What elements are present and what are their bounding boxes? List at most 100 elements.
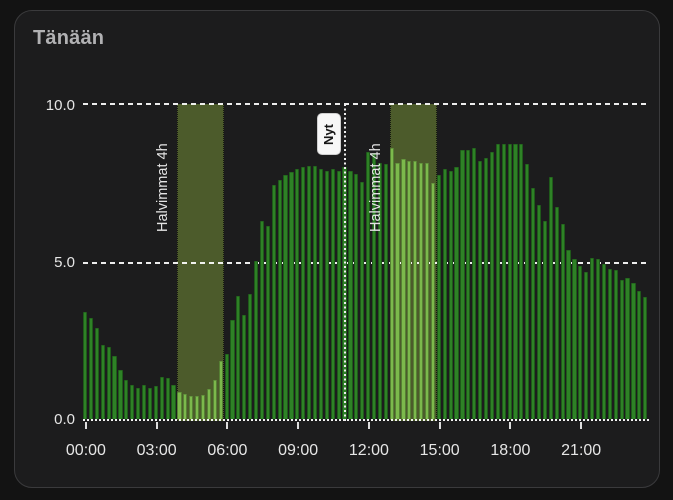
price-bar[interactable] <box>336 170 341 419</box>
price-bar[interactable] <box>307 165 312 419</box>
price-bar[interactable] <box>448 170 453 419</box>
price-bar[interactable] <box>619 279 624 419</box>
price-bar[interactable] <box>283 175 288 419</box>
price-bar[interactable] <box>601 264 607 419</box>
price-bar[interactable] <box>206 389 211 419</box>
price-bar[interactable] <box>183 394 188 419</box>
price-bar[interactable] <box>153 386 158 419</box>
price-bar[interactable] <box>643 297 648 419</box>
price-bar[interactable] <box>472 148 477 419</box>
price-bar[interactable] <box>413 161 418 419</box>
price-bar[interactable] <box>271 184 276 419</box>
price-bar[interactable] <box>572 259 577 419</box>
price-bar[interactable] <box>430 183 436 419</box>
price-bar[interactable] <box>489 151 494 419</box>
price-bar[interactable] <box>478 161 483 419</box>
price-bar[interactable] <box>625 278 630 419</box>
price-bar[interactable] <box>253 260 259 419</box>
price-bar[interactable] <box>165 378 170 419</box>
price-bar[interactable] <box>354 173 359 419</box>
price-bar[interactable] <box>130 384 135 419</box>
price-bar[interactable] <box>554 207 559 419</box>
price-bar[interactable] <box>436 175 441 419</box>
price-bar[interactable] <box>289 172 294 419</box>
price-bar[interactable] <box>277 180 282 419</box>
price-bar[interactable] <box>171 384 176 419</box>
price-bar[interactable] <box>348 170 353 419</box>
price-bar[interactable] <box>218 360 223 419</box>
price-bar[interactable] <box>265 226 270 419</box>
price-bar[interactable] <box>507 143 512 419</box>
price-bar[interactable] <box>419 162 424 419</box>
price-bar[interactable] <box>88 317 94 419</box>
price-bar[interactable] <box>295 169 300 419</box>
now-badge: Nyt <box>316 113 341 155</box>
price-bar[interactable] <box>360 181 365 419</box>
price-bar[interactable] <box>195 396 200 419</box>
price-bar[interactable] <box>248 294 253 419</box>
price-bar[interactable] <box>542 221 548 419</box>
price-bar[interactable] <box>607 268 612 419</box>
price-bar[interactable] <box>407 161 412 419</box>
price-bar[interactable] <box>495 143 500 419</box>
price-bar[interactable] <box>383 164 388 419</box>
price-bar[interactable] <box>366 151 371 419</box>
price-bar[interactable] <box>324 170 329 419</box>
price-bar[interactable] <box>236 295 241 419</box>
price-bar[interactable] <box>212 379 217 419</box>
price-bar[interactable] <box>442 169 447 419</box>
x-axis-tick <box>580 422 583 429</box>
price-bar[interactable] <box>613 270 618 419</box>
price-bar[interactable] <box>578 265 583 419</box>
price-bar[interactable] <box>112 356 117 419</box>
price-bar[interactable] <box>330 169 335 419</box>
price-bar[interactable] <box>536 205 542 419</box>
price-bar[interactable] <box>501 143 506 419</box>
price-bar[interactable] <box>318 169 324 419</box>
price-bar[interactable] <box>631 283 636 419</box>
price-bar[interactable] <box>590 257 595 419</box>
price-bar[interactable] <box>159 376 164 419</box>
price-bar[interactable] <box>531 188 536 419</box>
price-bar[interactable] <box>124 379 129 419</box>
price-bar[interactable] <box>106 346 111 419</box>
price-bar[interactable] <box>259 221 265 419</box>
price-bar[interactable] <box>548 176 553 419</box>
price-bar[interactable] <box>118 370 123 419</box>
price-bar[interactable] <box>454 167 459 419</box>
price-bar[interactable] <box>141 384 147 419</box>
price-bar[interactable] <box>147 387 153 419</box>
price-bar[interactable] <box>83 311 88 419</box>
price-bar[interactable] <box>466 149 471 419</box>
card-title: Tänään <box>33 27 105 49</box>
price-bar[interactable] <box>371 153 377 419</box>
price-bar[interactable] <box>200 395 206 419</box>
price-bar[interactable] <box>637 291 642 419</box>
price-bar[interactable] <box>301 167 306 419</box>
price-bar[interactable] <box>136 387 141 419</box>
price-bar[interactable] <box>230 319 235 419</box>
price-bar[interactable] <box>312 165 318 419</box>
price-bar[interactable] <box>560 224 565 419</box>
price-bar[interactable] <box>177 392 182 419</box>
price-bar[interactable] <box>395 162 400 419</box>
price-bar[interactable] <box>242 314 247 419</box>
price-bar[interactable] <box>189 395 194 419</box>
price-bar[interactable] <box>483 157 489 419</box>
price-bar[interactable] <box>377 162 382 419</box>
price-bar[interactable] <box>401 159 406 419</box>
price-bar[interactable] <box>584 272 589 419</box>
price-bar[interactable] <box>566 249 571 419</box>
price-bar[interactable] <box>224 354 229 419</box>
price-bar[interactable] <box>389 148 394 419</box>
price-bar[interactable] <box>519 143 524 419</box>
price-bar[interactable] <box>100 344 105 419</box>
price-bar[interactable] <box>460 149 465 419</box>
cheapest-hours-label: Halvimmat 4h <box>155 143 172 232</box>
price-bar[interactable] <box>513 143 518 419</box>
price-chart-plot-area: Halvimmat 4h Halvimmat 4h Nyt <box>83 103 649 429</box>
price-bar[interactable] <box>595 259 601 419</box>
price-bar[interactable] <box>94 327 99 419</box>
price-bar[interactable] <box>424 162 430 419</box>
price-bar[interactable] <box>525 164 530 419</box>
